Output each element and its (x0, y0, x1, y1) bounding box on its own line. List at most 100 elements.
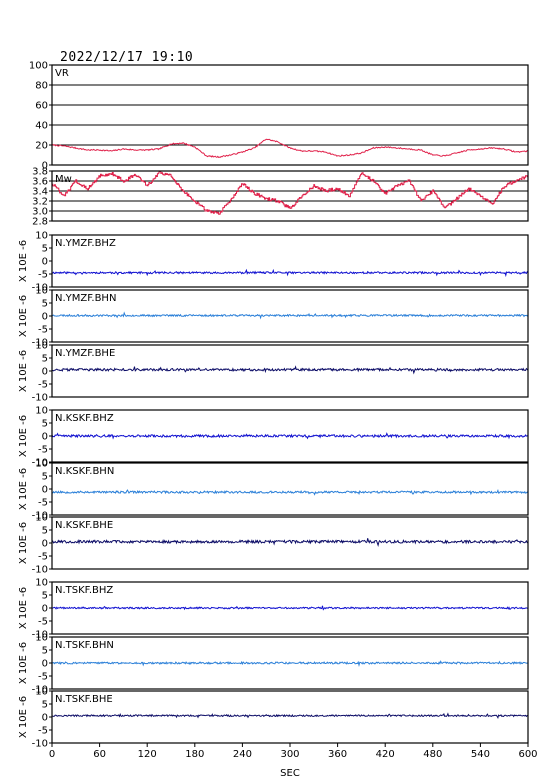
series-line (51, 365, 529, 375)
y-tick-label: 5 (42, 591, 48, 602)
y-tick-label: 5 (42, 700, 48, 711)
panel-n-tskf-bhz: -10 -5 0 5 10 N.TSKF.BHZ X 10E -6 (18, 578, 529, 641)
y-tick-label: -5 (38, 672, 48, 683)
y-tick-label: 80 (35, 81, 48, 92)
y-tick-label: 10 (35, 633, 48, 644)
y-tick-label: 100 (29, 61, 48, 72)
x-tick-label: 480 (423, 749, 442, 760)
y-tick-label: 0 (42, 604, 48, 615)
panel-frame (51, 636, 529, 690)
y-tick-label: 5 (42, 646, 48, 657)
y-tick-label: -5 (38, 445, 48, 456)
y-tick-label: 0 (42, 367, 48, 378)
y-tick-label: 60 (35, 101, 48, 112)
y-tick-label: 2.8 (32, 217, 48, 228)
panel-n-ymzf-bhe: -10 -5 0 5 10 N.YMZF.BHE X 10E -6 (18, 341, 529, 404)
y-tick-label: 10 (35, 341, 48, 352)
panel-label: N.TSKF.BHN (55, 640, 114, 651)
panel-frame (51, 462, 529, 516)
y-tick-label: 5 (42, 299, 48, 310)
y-tick-label: 10 (35, 459, 48, 470)
y-tick-label: -10 (32, 458, 48, 469)
y-axis-label: X 10E -6 (18, 587, 29, 629)
y-tick-label: -5 (38, 726, 48, 737)
series-line (51, 268, 529, 278)
x-axis-label: SEC (280, 768, 300, 779)
y-tick-label: -10 (32, 338, 48, 349)
y-tick-label: 3.6 (32, 177, 48, 188)
panel-label: N.YMZF.BHE (55, 348, 115, 359)
y-tick-label: 5 (42, 472, 48, 483)
panel-frame (51, 170, 529, 222)
series-line (51, 538, 529, 547)
x-tick-label: 180 (185, 749, 204, 760)
series-line (51, 489, 529, 496)
series-line (51, 432, 529, 440)
chart-datetime: 2022/12/17 19:10 (60, 50, 194, 65)
y-axis-label: X 10E -6 (18, 696, 29, 738)
panel-frame (51, 234, 529, 288)
panel-label: N.YMZF.BHZ (55, 238, 116, 249)
series-line (51, 660, 529, 667)
y-tick-label: 20 (35, 141, 48, 152)
x-tick-label: 420 (376, 749, 395, 760)
panel-n-tskf-bhe: -10 -5 0 5 10 N.TSKF.BHE X 10E -6 0 60 120 180 240 3… (18, 687, 538, 780)
panel-label: N.TSKF.BHZ (55, 585, 113, 596)
y-axis-label: X 10E -6 (18, 295, 29, 337)
y-tick-label: 40 (35, 121, 48, 132)
panel-frame (51, 289, 529, 343)
y-tick-label: 5 (42, 526, 48, 537)
y-tick-label: -5 (38, 617, 48, 628)
panel-frame (51, 516, 529, 570)
y-tick-label: -10 (32, 630, 48, 641)
y-tick-label: 3.4 (32, 187, 48, 198)
y-tick-label: -5 (38, 325, 48, 336)
y-tick-label: 5 (42, 244, 48, 255)
y-tick-label: 0 (42, 257, 48, 268)
y-tick-label: -5 (38, 380, 48, 391)
panel-label: N.KSKF.BHE (55, 520, 113, 531)
y-tick-label: -5 (38, 498, 48, 509)
y-tick-label: -10 (32, 685, 48, 696)
panel-frame (51, 409, 529, 463)
y-tick-label: -10 (32, 393, 48, 404)
y-axis-label: X 10E -6 (18, 240, 29, 282)
panel-n-kskf-bhn: -10 -5 0 5 10 N.KSKF.BHN X 10E -6 (18, 459, 529, 522)
panel-n-kskf-bhz: -10 -5 0 5 10 N.KSKF.BHZ X 10E -6 (18, 406, 529, 469)
y-tick-label: 0 (42, 713, 48, 724)
panel-label: N.KSKF.BHZ (55, 413, 114, 424)
panel-n-ymzf-bhn: -10 -5 0 5 10 N.YMZF.BHN X 10E -6 (18, 286, 529, 349)
y-tick-label: 3.0 (32, 207, 48, 218)
series-line (52, 712, 529, 720)
y-tick-label: 10 (35, 687, 48, 698)
y-tick-label: 10 (35, 286, 48, 297)
y-tick-label: 10 (35, 231, 48, 242)
x-tick-label: 60 (93, 749, 106, 760)
y-tick-label: 5 (42, 419, 48, 430)
y-tick-label: -10 (32, 511, 48, 522)
panel-n-ymzf-bhz: -10 -5 0 5 10 N.YMZF.BHZ X 10E -6 (18, 231, 529, 294)
panel-label: N.KSKF.BHN (55, 466, 114, 477)
y-tick-label: 0 (42, 161, 48, 172)
x-tick-label: 120 (138, 749, 157, 760)
panel-label: N.YMZF.BHN (55, 293, 116, 304)
y-tick-label: 5 (42, 354, 48, 365)
x-tick-label: 300 (280, 749, 299, 760)
panel-label: Mw (55, 174, 72, 185)
y-tick-label: -10 (32, 739, 48, 750)
panel-mw: 2.83.03.23.43.63.8 Mw (32, 167, 529, 228)
y-tick-label: 0 (42, 432, 48, 443)
y-tick-label: -10 (32, 283, 48, 294)
panel-label: N.TSKF.BHE (55, 694, 113, 705)
y-axis-label: X 10E -6 (18, 415, 29, 457)
x-tick-label: 360 (328, 749, 347, 760)
y-tick-label: 0 (42, 485, 48, 496)
series-line (51, 311, 529, 320)
panel-frame (51, 581, 529, 635)
y-tick-label: 0 (42, 539, 48, 550)
panel-frame (51, 64, 529, 166)
panel-frame (51, 344, 529, 398)
y-tick-label: 10 (35, 513, 48, 524)
y-tick-label: 10 (35, 406, 48, 417)
